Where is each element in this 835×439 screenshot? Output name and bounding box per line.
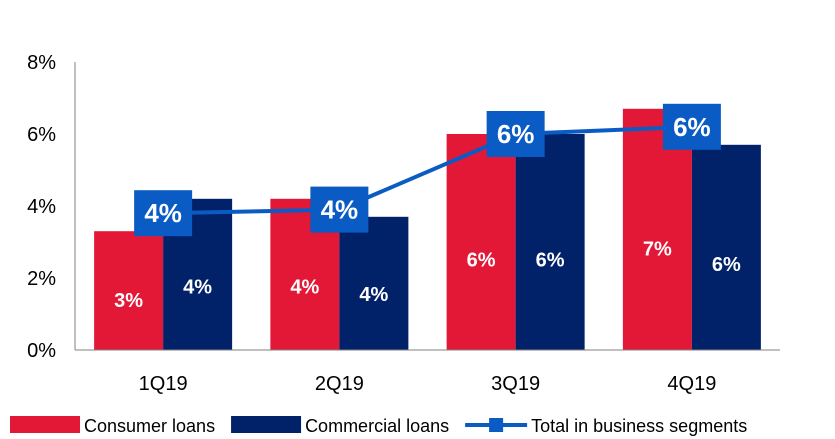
y-tick-label: 8% xyxy=(27,52,56,74)
bar-value-label: 4% xyxy=(359,284,388,306)
bars xyxy=(94,108,761,350)
bar-consumer xyxy=(94,231,164,350)
total-marker xyxy=(486,111,545,157)
x-tick-label: 4Q19 xyxy=(667,373,716,395)
bar-value-label: 6% xyxy=(536,249,565,271)
total-line: 4% 4% 6% 6% xyxy=(134,103,721,237)
legend: Consumer loans Commercial loans Total in b… xyxy=(10,416,747,436)
total-value-label: 4% xyxy=(321,195,359,225)
total-marker xyxy=(134,190,193,237)
legend-marker-swatch xyxy=(489,418,504,432)
legend-swatch xyxy=(231,416,302,433)
y-tick-label: 2% xyxy=(27,268,56,290)
bar-value-label: 6% xyxy=(712,254,741,276)
y-tick-label: 6% xyxy=(27,124,56,146)
y-tick-label: 0% xyxy=(27,340,56,362)
legend-label: Consumer loans xyxy=(84,416,215,436)
total-marker xyxy=(310,186,369,233)
total-marker xyxy=(662,103,721,150)
bar-value-label: 6% xyxy=(467,249,496,271)
bar-value-label: 7% xyxy=(643,239,672,261)
x-tick-label: 3Q19 xyxy=(491,373,540,395)
bar-value-label: 4% xyxy=(183,276,212,298)
bar-commercial xyxy=(515,134,585,350)
x-tick-label: 1Q19 xyxy=(139,373,188,395)
total-line-path xyxy=(163,124,692,216)
legend-label: Commercial loans xyxy=(305,416,449,436)
x-axis: 1Q19 2Q19 3Q19 4Q19 xyxy=(75,349,780,395)
bar-commercial xyxy=(691,144,761,350)
bar-labels: 3% 4% 4% 4% 6% 6% 7% 6% xyxy=(114,239,741,312)
y-axis: 0% 2% 4% 6% 8% xyxy=(27,52,76,362)
total-value-label: 6% xyxy=(673,112,711,142)
bar-value-label: 3% xyxy=(114,290,143,312)
x-tick-label: 2Q19 xyxy=(315,373,364,395)
y-tick-label: 4% xyxy=(27,196,56,218)
legend-label: Total in business segments xyxy=(531,416,747,436)
bar-consumer xyxy=(446,134,516,350)
bar-value-label: 4% xyxy=(290,276,319,298)
total-value-label: 4% xyxy=(144,198,182,228)
legend-swatch xyxy=(10,416,80,433)
total-value-label: 6% xyxy=(497,119,535,149)
bar-commercial xyxy=(339,216,409,350)
